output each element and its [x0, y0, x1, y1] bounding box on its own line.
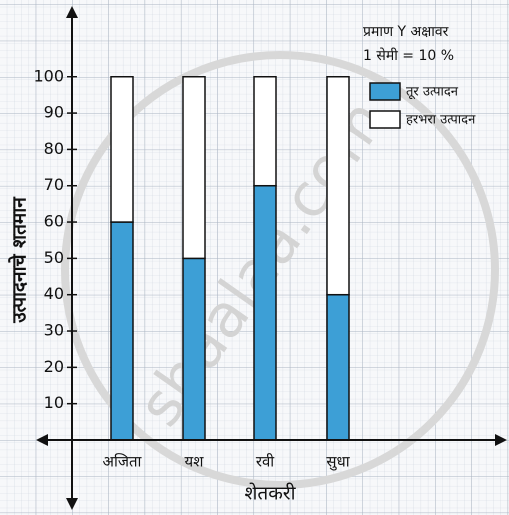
y-tick-label: 90 [44, 103, 64, 122]
y-tick-label: 40 [44, 284, 64, 303]
y-tick-label: 30 [44, 321, 64, 340]
bar-segment [110, 221, 134, 441]
y-tick-label: 20 [44, 357, 64, 376]
legend: तूर उत्पादन हरभरा उत्पादन [369, 82, 476, 129]
bar-segment [326, 293, 350, 441]
legend-swatch [369, 82, 401, 101]
legend-label: तूर उत्पादन [406, 85, 459, 100]
plot [110, 76, 350, 441]
y-tick-label: 100 [33, 66, 64, 85]
y-tick-label: 80 [44, 139, 64, 158]
scale-note: 1 सेमी = 10 % [363, 47, 454, 64]
x-axis-label: शेतकरी [244, 482, 296, 505]
watermark-ring [61, 51, 499, 489]
y-axis-label: उत्पादनाचे शतमान [8, 196, 31, 324]
y-tick-label: 60 [44, 212, 64, 231]
legend-label: हरभरा उत्पादन [406, 113, 476, 128]
bar-segment [253, 76, 277, 187]
y-tick-label: 10 [44, 393, 64, 412]
bar-segment [253, 184, 277, 441]
x-tick-label: यश [185, 453, 205, 471]
y-tick-label: 70 [44, 175, 64, 194]
x-tick-label: रवी [256, 453, 275, 471]
bar-segment [326, 76, 350, 296]
bar-segment [182, 257, 206, 441]
legend-swatch [369, 110, 401, 129]
bar-segment [182, 76, 206, 260]
y-tick-label: 50 [44, 248, 64, 267]
x-tick-label: सुधा [326, 453, 350, 472]
scale-note: प्रमाण Y अक्षावर [363, 24, 449, 40]
x-tick-label: अजिता [103, 453, 143, 471]
bar-segment [110, 76, 134, 223]
